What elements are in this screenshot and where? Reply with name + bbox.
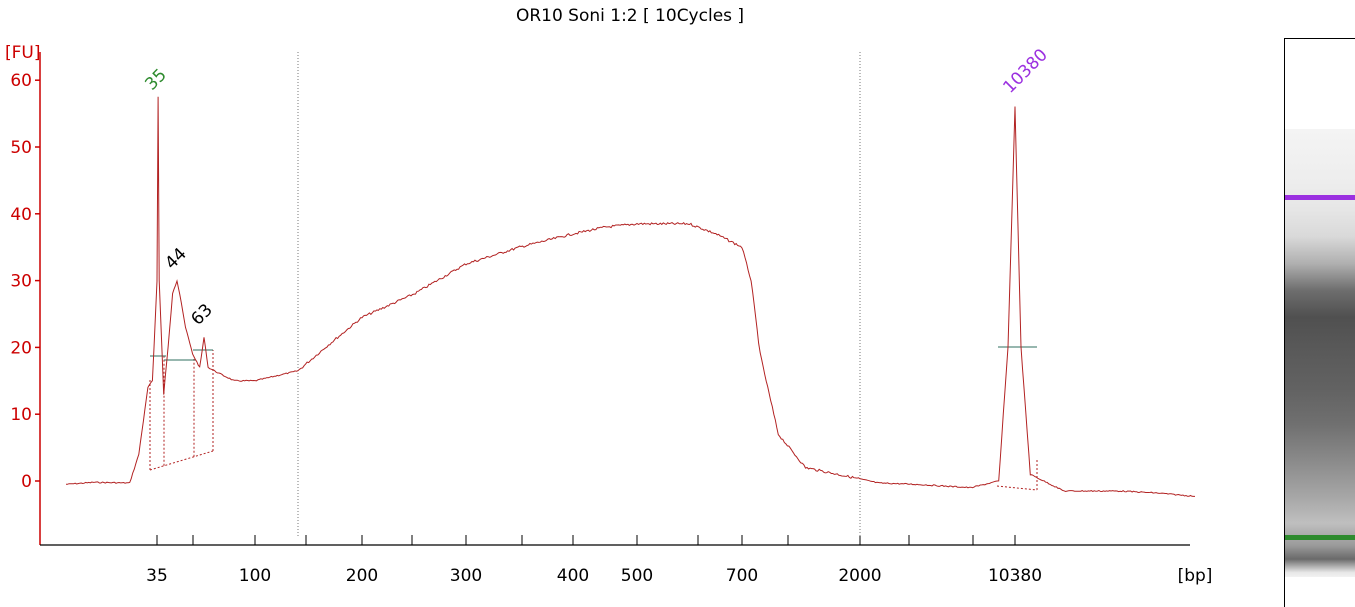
x-tick-label: 300 — [450, 566, 482, 586]
peak-labels: 35 44 63 10380 — [141, 45, 1051, 329]
peak-regions — [149, 346, 1038, 491]
x-tick-label: 35 — [146, 566, 168, 586]
baseline-low — [149, 450, 214, 471]
x-tick-label: 400 — [557, 566, 589, 586]
x-axis-label: [bp] — [1178, 566, 1213, 586]
x-tick-label: 100 — [239, 566, 271, 586]
peak-label: 63 — [187, 300, 216, 329]
y-tick-label: 60 — [10, 71, 32, 91]
y-tick-label: 0 — [21, 472, 32, 492]
y-axis-label: [FU] — [5, 43, 41, 63]
electropherogram-chart: [FU] 0 10 20 30 40 50 60 35 100 200 300 400 500 700 200… — [5, 43, 1212, 586]
gel-image — [1284, 38, 1355, 607]
x-tick-label: 700 — [726, 566, 758, 586]
size-guides — [297, 52, 861, 537]
y-tick-label: 20 — [10, 338, 32, 358]
y-tick-label: 10 — [10, 405, 32, 425]
x-tick-label: 2000 — [838, 566, 881, 586]
y-tick-label: 50 — [10, 138, 32, 158]
lower-marker-band — [1285, 535, 1355, 540]
upper-marker-band — [1285, 195, 1355, 200]
x-tick-label: 10380 — [988, 566, 1042, 586]
chart-title: OR10 Soni 1:2 [ 10Cycles ] — [515, 6, 745, 26]
baseline-high — [996, 485, 1038, 491]
gel-lane — [1285, 129, 1355, 577]
peak-label: 35 — [141, 65, 170, 94]
trace-layer — [66, 96, 1195, 497]
signal-trace — [66, 96, 1195, 497]
peak-label: 44 — [161, 244, 190, 273]
peak-label: 10380 — [999, 45, 1051, 97]
y-tick-label: 30 — [10, 272, 32, 292]
y-tick-label: 40 — [10, 205, 32, 225]
x-tick-label: 200 — [346, 566, 378, 586]
axes: [FU] 0 10 20 30 40 50 60 35 100 200 300 400 500 700 200… — [5, 43, 1212, 586]
x-tick-label: 500 — [621, 566, 653, 586]
